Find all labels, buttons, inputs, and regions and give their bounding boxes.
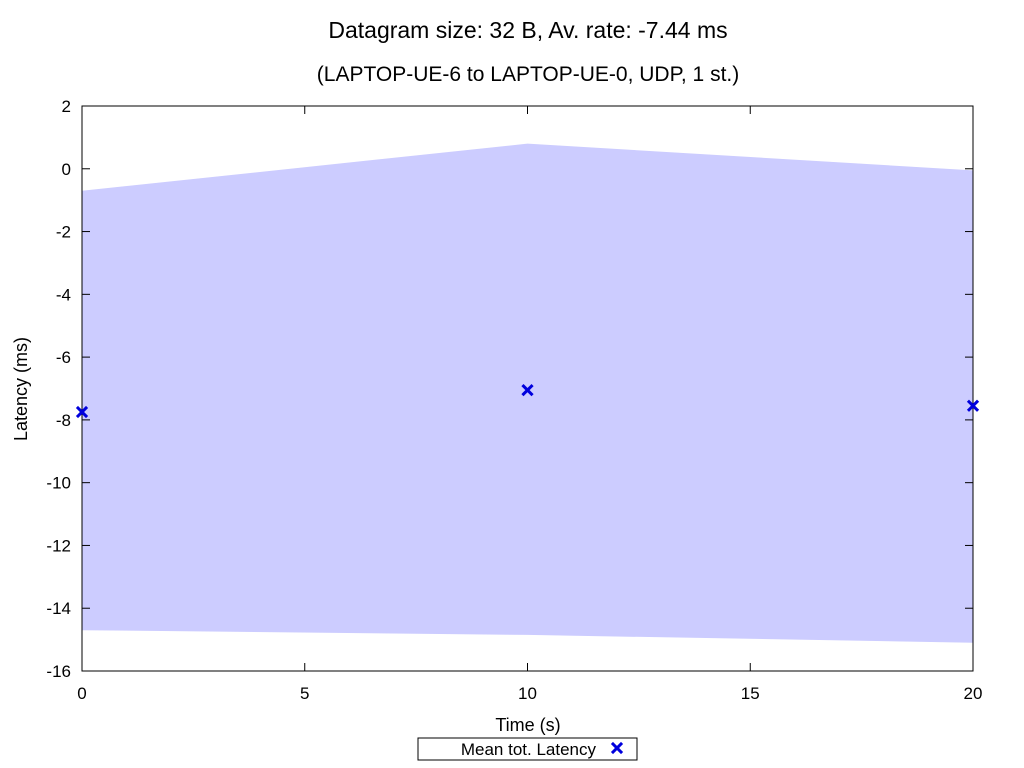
y-tick-label: -14 xyxy=(46,599,71,618)
y-tick-label: -16 xyxy=(46,662,71,681)
legend: Mean tot. Latency xyxy=(417,737,638,761)
y-tick-label: -4 xyxy=(56,285,71,304)
legend-box xyxy=(417,737,638,761)
y-tick-label: 2 xyxy=(62,97,71,116)
legend-x-marker-icon xyxy=(610,741,624,755)
legend-label: Mean tot. Latency xyxy=(461,740,597,759)
x-tick-label: 0 xyxy=(77,684,86,703)
axis-ticks: 0 5 10 15 20 -16 -14 -12 -10 -8 -6 -4 -2 0 2 xyxy=(46,97,982,703)
plot-area: 0 5 10 15 20 -16 -14 -12 -10 -8 -6 -4 -2 0 2 xyxy=(46,97,982,703)
data-point-x-marker xyxy=(75,405,89,419)
y-tick-label: -6 xyxy=(56,348,71,367)
data-point-x-marker xyxy=(966,399,980,412)
y-axis-label: Latency (ms) xyxy=(11,337,31,441)
x-tick-label: 15 xyxy=(741,684,760,703)
x-axis-label: Time (s) xyxy=(495,715,560,735)
data-point-x-marker xyxy=(521,383,534,397)
x-tick-label: 5 xyxy=(300,684,309,703)
y-tick-label: -12 xyxy=(46,536,71,555)
chart-title: Datagram size: 32 B, Av. rate: -7.44 ms xyxy=(328,17,727,43)
y-tick-label: -10 xyxy=(46,474,71,493)
data-markers xyxy=(75,383,980,419)
y-tick-label: -8 xyxy=(56,411,71,430)
latency-range-band xyxy=(82,143,973,643)
chart-subtitle: (LAPTOP-UE-6 to LAPTOP-UE-0, UDP, 1 st.) xyxy=(317,63,739,86)
y-tick-label: 0 xyxy=(62,160,71,179)
x-tick-label: 10 xyxy=(518,684,537,703)
x-tick-label: 20 xyxy=(964,684,983,703)
y-tick-label: -2 xyxy=(56,223,71,242)
